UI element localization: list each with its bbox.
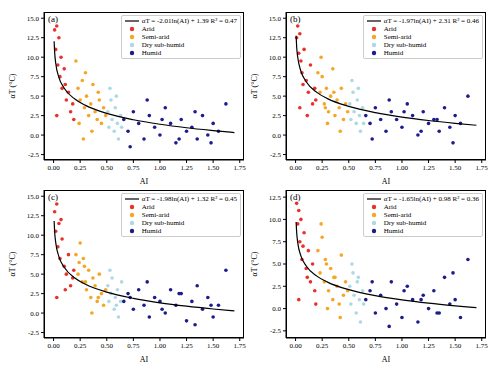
svg-text:1.75: 1.75 [476, 342, 489, 350]
svg-text:10.0: 10.0 [269, 216, 282, 224]
svg-text:1.25: 1.25 [180, 342, 193, 350]
svg-text:1.75: 1.75 [234, 342, 247, 350]
svg-text:0.50: 0.50 [101, 342, 114, 350]
svg-text:7.5: 7.5 [30, 73, 39, 81]
svg-text:5.0: 5.0 [30, 93, 39, 101]
html-text:Dry sub-humid: Dry sub-humid [141, 219, 185, 227]
svg-text:AI: AI [140, 355, 149, 364]
svg-text:0.75: 0.75 [369, 342, 382, 350]
svg-text:1.25: 1.25 [180, 164, 193, 172]
svg-text:αT (°C): αT (°C) [250, 73, 259, 98]
html-text:αT = -1.98ln(AI) + 1.32 R² = 0: αT = -1.98ln(AI) + 1.32 R² = 0.45 [141, 195, 237, 203]
svg-text:7.5: 7.5 [30, 251, 39, 259]
html-text:Arid: Arid [383, 25, 397, 33]
svg-text:AI: AI [382, 177, 391, 186]
svg-text:0.50: 0.50 [101, 164, 114, 172]
svg-text:0.00: 0.00 [47, 164, 60, 172]
svg-text:15.0: 15.0 [27, 15, 40, 23]
svg-text:2.5: 2.5 [30, 290, 39, 298]
svg-text:AI: AI [140, 177, 149, 186]
html-text:Dry sub-humid: Dry sub-humid [383, 41, 427, 49]
svg-text:15.0: 15.0 [269, 15, 282, 23]
svg-text:0.25: 0.25 [74, 342, 87, 350]
svg-text:5.0: 5.0 [272, 93, 281, 101]
html-text:Arid: Arid [383, 203, 397, 211]
svg-text:7.5: 7.5 [272, 238, 281, 246]
html-text:Humid: Humid [141, 227, 162, 235]
html-text:Semi-arid: Semi-arid [141, 33, 170, 41]
svg-text:12.5: 12.5 [27, 34, 40, 42]
html-text:(b): (b) [290, 14, 301, 24]
svg-text:-2.5: -2.5 [270, 151, 282, 159]
svg-text:0.0: 0.0 [272, 305, 281, 313]
html-text:(d): (d) [290, 192, 301, 202]
svg-text:15.0: 15.0 [27, 193, 40, 201]
svg-text:αT (°C): αT (°C) [8, 73, 17, 98]
html-text:Humid: Humid [141, 49, 162, 57]
svg-text:-2.5: -2.5 [270, 327, 282, 335]
svg-text:1.50: 1.50 [449, 342, 462, 350]
svg-text:12.5: 12.5 [269, 194, 282, 202]
html-text:Humid: Humid [383, 227, 404, 235]
svg-text:αT (°C): αT (°C) [250, 251, 259, 276]
svg-text:0.0: 0.0 [30, 310, 39, 318]
svg-text:-2.5: -2.5 [28, 151, 40, 159]
html-text:Semi-arid: Semi-arid [141, 211, 170, 219]
svg-text:0.75: 0.75 [127, 164, 140, 172]
svg-text:1.00: 1.00 [396, 342, 409, 350]
svg-text:10.0: 10.0 [27, 54, 40, 62]
svg-text:10.0: 10.0 [269, 54, 282, 62]
html-text:αT = -1.65ln(AI) + 0.98 R² = 0: αT = -1.65ln(AI) + 0.98 R² = 0.36 [383, 195, 479, 203]
svg-text:0.25: 0.25 [316, 164, 329, 172]
svg-text:1.75: 1.75 [476, 164, 489, 172]
svg-text:5.0: 5.0 [30, 271, 39, 279]
svg-text:0.0: 0.0 [272, 132, 281, 140]
html-text:(c): (c) [48, 192, 58, 202]
svg-text:1.00: 1.00 [154, 342, 167, 350]
svg-text:2.5: 2.5 [272, 283, 281, 291]
svg-text:0.0: 0.0 [30, 132, 39, 140]
svg-text:12.5: 12.5 [269, 34, 282, 42]
svg-text:-2.5: -2.5 [28, 329, 40, 337]
svg-text:0.00: 0.00 [289, 164, 302, 172]
svg-text:12.5: 12.5 [27, 212, 40, 220]
html-text:Dry sub-humid: Dry sub-humid [383, 219, 427, 227]
svg-text:1.25: 1.25 [422, 342, 435, 350]
svg-text:1.00: 1.00 [396, 164, 409, 172]
svg-text:0.50: 0.50 [343, 342, 356, 350]
html-text:Humid: Humid [383, 49, 404, 57]
html-text:Arid: Arid [141, 25, 155, 33]
svg-text:1.50: 1.50 [207, 342, 220, 350]
svg-text:0.50: 0.50 [343, 164, 356, 172]
svg-text:1.75: 1.75 [234, 164, 247, 172]
html-text:Semi-arid: Semi-arid [383, 211, 412, 219]
svg-text:AI: AI [382, 355, 391, 364]
svg-text:0.25: 0.25 [316, 342, 329, 350]
svg-text:2.5: 2.5 [30, 112, 39, 120]
html-text:Semi-arid: Semi-arid [383, 33, 412, 41]
svg-text:0.25: 0.25 [74, 164, 87, 172]
svg-text:2.5: 2.5 [272, 112, 281, 120]
html-text:Arid: Arid [141, 203, 155, 211]
svg-text:1.25: 1.25 [422, 164, 435, 172]
svg-text:0.75: 0.75 [369, 164, 382, 172]
svg-text:1.50: 1.50 [449, 164, 462, 172]
svg-text:7.5: 7.5 [272, 73, 281, 81]
svg-text:αT (°C): αT (°C) [8, 251, 17, 276]
html-text:(a): (a) [48, 14, 58, 24]
svg-text:1.50: 1.50 [207, 164, 220, 172]
html-text:αT = -2.01ln(AI) + 1.39 R² = 0: αT = -2.01ln(AI) + 1.39 R² = 0.47 [141, 17, 237, 25]
svg-text:10.0: 10.0 [27, 232, 40, 240]
svg-text:0.75: 0.75 [127, 342, 140, 350]
svg-text:0.00: 0.00 [47, 342, 60, 350]
html-text:αT = -1.97ln(AI) + 2.31 R² = 0: αT = -1.97ln(AI) + 2.31 R² = 0.46 [383, 17, 479, 25]
svg-text:1.00: 1.00 [154, 164, 167, 172]
svg-text:5.0: 5.0 [272, 260, 281, 268]
html-text:Dry sub-humid: Dry sub-humid [141, 41, 185, 49]
svg-text:0.00: 0.00 [289, 342, 302, 350]
